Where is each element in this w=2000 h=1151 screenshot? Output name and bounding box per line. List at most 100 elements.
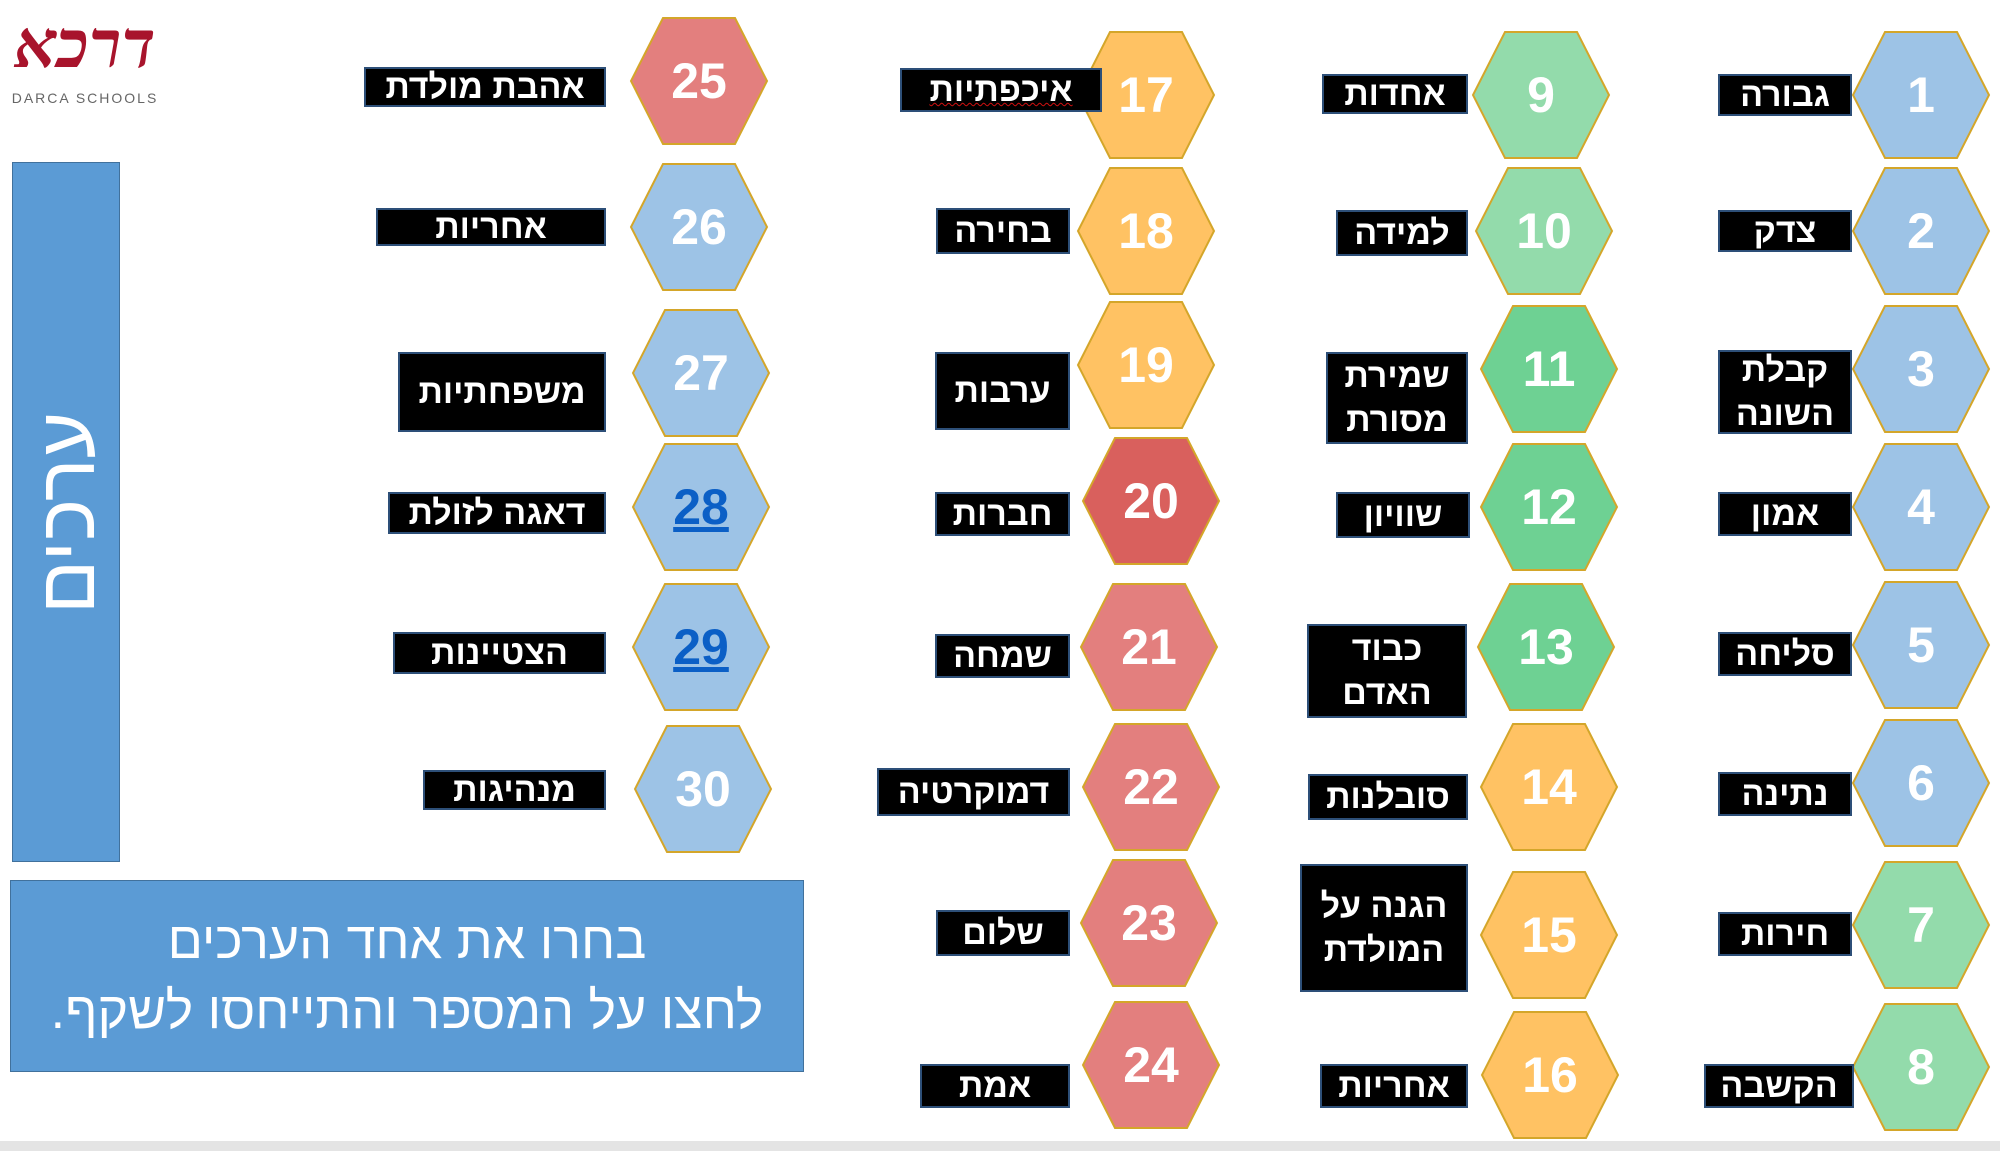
- value-number[interactable]: 16: [1522, 1047, 1578, 1103]
- value-number[interactable]: 13: [1518, 619, 1574, 675]
- value-hexagon-3[interactable]: 3: [1850, 302, 1992, 436]
- value-number-link[interactable]: 29: [673, 619, 729, 675]
- value-label-text: גבורה: [1740, 76, 1830, 114]
- value-number[interactable]: 22: [1123, 759, 1179, 815]
- value-hexagon-15[interactable]: 15: [1478, 868, 1620, 1002]
- value-label-text: שלום: [962, 914, 1044, 952]
- hexagon-shape: [1076, 301, 1216, 429]
- hexagon-shape: [1851, 861, 1991, 989]
- logo-hebrew-text: דרכא: [14, 5, 156, 83]
- value-number[interactable]: 1: [1907, 67, 1935, 123]
- value-hexagon-14[interactable]: 14: [1478, 720, 1620, 854]
- value-hexagon-21[interactable]: 21: [1078, 580, 1220, 714]
- value-label-text: דמוקרטיה: [897, 773, 1050, 811]
- hexagon-shape: [1081, 437, 1221, 565]
- hexagon-shape: [1851, 719, 1991, 847]
- value-hexagon-13[interactable]: 13: [1475, 580, 1617, 714]
- value-label-21: שמחה: [935, 634, 1070, 678]
- value-number[interactable]: 4: [1907, 479, 1935, 535]
- value-label-line: קבלת: [1741, 351, 1829, 389]
- value-hexagon-1[interactable]: 1: [1850, 28, 1992, 162]
- value-hexagon-6[interactable]: 6: [1850, 716, 1992, 850]
- value-hexagon-10[interactable]: 10: [1473, 164, 1615, 298]
- value-label-text: מנהיגות: [453, 771, 576, 809]
- value-hexagon-30[interactable]: 30: [632, 722, 774, 856]
- value-label-text: צדק: [1753, 212, 1817, 250]
- value-label-27: משפחתיות: [398, 352, 606, 432]
- value-number[interactable]: 19: [1118, 337, 1174, 393]
- value-number[interactable]: 10: [1516, 203, 1572, 259]
- value-number[interactable]: 8: [1907, 1039, 1935, 1095]
- hexagon-shape: [633, 725, 773, 853]
- value-label-22: דמוקרטיה: [877, 768, 1070, 816]
- value-hexagon-12[interactable]: 12: [1478, 440, 1620, 574]
- value-number[interactable]: 11: [1522, 341, 1576, 397]
- value-label-19: ערבות: [935, 352, 1070, 430]
- value-hexagon-29[interactable]: 29: [630, 580, 772, 714]
- value-hexagon-20[interactable]: 20: [1080, 434, 1222, 568]
- hexagon-shape: [629, 17, 769, 145]
- value-label-line: האדם: [1342, 674, 1432, 712]
- hexagon-shape: [1851, 581, 1991, 709]
- value-hexagon-4[interactable]: 4: [1850, 440, 1992, 574]
- value-label-text: אמון: [1750, 495, 1820, 533]
- hexagon-shape: [1076, 167, 1216, 295]
- value-label-13: כבוד האדם: [1307, 624, 1467, 718]
- value-number[interactable]: 18: [1118, 203, 1174, 259]
- value-hexagon-18[interactable]: 18: [1075, 164, 1217, 298]
- value-hexagon-24[interactable]: 24: [1080, 998, 1222, 1132]
- hexagon-shape: [1471, 31, 1611, 159]
- value-label-17: איכפתיות: [900, 68, 1102, 112]
- value-label-24: אמת: [920, 1064, 1070, 1108]
- value-hexagon-8[interactable]: 8: [1850, 1000, 1992, 1134]
- value-number[interactable]: 9: [1527, 67, 1555, 123]
- instructions-line-1: בחרו את אחד הערכים: [167, 912, 647, 970]
- value-number-link[interactable]: 28: [673, 479, 729, 535]
- value-hexagon-9[interactable]: 9: [1470, 28, 1612, 162]
- value-label-line: הגנה על: [1320, 887, 1448, 925]
- value-label-text: שמחה: [953, 637, 1052, 675]
- value-label-line: מסורת: [1346, 401, 1448, 439]
- value-number[interactable]: 12: [1521, 479, 1577, 535]
- value-hexagon-22[interactable]: 22: [1080, 720, 1222, 854]
- value-number[interactable]: 20: [1123, 473, 1179, 529]
- value-label-30: מנהיגות: [423, 770, 606, 810]
- value-number[interactable]: 14: [1521, 759, 1577, 815]
- value-hexagon-26[interactable]: 26: [628, 160, 770, 294]
- value-hexagon-11[interactable]: 11: [1478, 302, 1620, 436]
- value-number[interactable]: 3: [1907, 341, 1935, 397]
- value-hexagon-19[interactable]: 19: [1075, 298, 1217, 432]
- side-title: ערכים: [22, 411, 111, 615]
- value-number[interactable]: 17: [1118, 67, 1174, 123]
- value-number[interactable]: 15: [1521, 907, 1577, 963]
- value-hexagon-17[interactable]: 17: [1075, 28, 1217, 162]
- value-hexagon-27[interactable]: 27: [630, 306, 772, 440]
- value-label-text: אמת: [958, 1067, 1032, 1105]
- value-hexagon-28[interactable]: 28: [630, 440, 772, 574]
- value-number[interactable]: 2: [1907, 203, 1935, 259]
- darca-logo: דרכא DARCA SCHOOLS: [6, 4, 164, 114]
- value-number[interactable]: 24: [1123, 1037, 1179, 1093]
- value-hexagon-16[interactable]: 16: [1479, 1008, 1621, 1142]
- value-number[interactable]: 30: [675, 761, 731, 817]
- value-hexagon-25[interactable]: 25: [628, 14, 770, 148]
- value-number[interactable]: 21: [1121, 619, 1177, 675]
- value-number[interactable]: 6: [1907, 755, 1935, 811]
- value-hexagon-5[interactable]: 5: [1850, 578, 1992, 712]
- value-number[interactable]: 25: [671, 53, 727, 109]
- value-label-14: סובלנות: [1308, 774, 1468, 820]
- hexagon-shape: [1480, 1011, 1620, 1139]
- value-hexagon-7[interactable]: 7: [1850, 858, 1992, 992]
- value-hexagon-23[interactable]: 23: [1078, 856, 1220, 990]
- value-label-26: אחריות: [376, 208, 606, 246]
- value-number[interactable]: 23: [1121, 895, 1177, 951]
- value-number[interactable]: 7: [1907, 897, 1935, 953]
- value-number[interactable]: 5: [1907, 617, 1935, 673]
- value-number[interactable]: 26: [671, 199, 727, 255]
- value-label-15: הגנה על המולדת: [1300, 864, 1468, 992]
- value-label-text: חירות: [1740, 915, 1830, 953]
- hexagon-shape: [1479, 871, 1619, 999]
- value-label-text: אחדות: [1344, 75, 1446, 113]
- value-hexagon-2[interactable]: 2: [1850, 164, 1992, 298]
- value-number[interactable]: 27: [673, 345, 729, 401]
